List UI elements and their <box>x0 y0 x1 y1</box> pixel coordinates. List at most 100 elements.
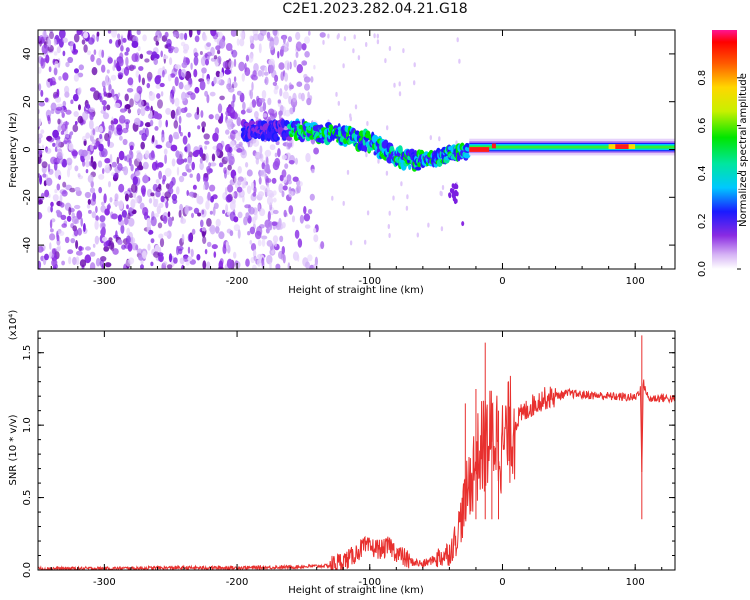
spectrogram-speckle <box>162 215 168 224</box>
spectrogram-speckle <box>287 62 290 71</box>
spectrogram-speckle <box>206 218 212 227</box>
spectrogram-speckle <box>148 91 156 101</box>
spectrogram-speckle <box>225 110 232 117</box>
spectrogram-speckle <box>357 55 361 61</box>
spectrogram-speckle <box>208 162 212 168</box>
spectrogram-speckle <box>201 72 205 80</box>
spectrogram-speckle <box>124 104 131 110</box>
spectrogram-speckle <box>140 141 145 150</box>
spectrogram-speckle <box>287 262 291 269</box>
spectrogram-speckle <box>196 254 201 261</box>
spectrogram-speckle <box>218 38 226 49</box>
spectrogram-speckle <box>150 192 155 197</box>
spectrogram-speckle <box>171 85 176 95</box>
spectrogram-speckle <box>295 41 303 52</box>
spectrogram-speckle <box>142 250 147 259</box>
spectrogram-speckle <box>236 148 243 153</box>
spectrogram-speckle <box>49 31 54 40</box>
spectrogram-speckle <box>224 156 232 162</box>
spectrogram-speckle <box>119 135 123 141</box>
spectrogram-speckle <box>308 30 311 36</box>
spectrogram-speckle <box>264 66 268 73</box>
spectrogram-speckle <box>265 227 270 234</box>
spectrogram-speckle <box>103 86 106 93</box>
spectrogram-speckle <box>87 199 91 205</box>
spectrogram-speckle <box>176 157 184 165</box>
spectrogram-speckle <box>202 236 207 245</box>
spectrogram-speckle <box>206 261 211 269</box>
spectrogram-speckle <box>204 90 209 97</box>
spectrogram-speckle <box>121 210 127 218</box>
spectrogram-speckle <box>406 194 409 200</box>
spectrogram-speckle <box>114 102 121 109</box>
spectrogram-speckle <box>70 131 74 136</box>
spectrogram-speckle <box>257 239 262 247</box>
spectrogram-speckle <box>162 66 165 71</box>
spectrogram-speckle <box>196 193 200 204</box>
colorbar-gradient <box>712 30 737 269</box>
spectrogram-speckle <box>249 35 253 41</box>
spectrogram-speckle <box>45 177 53 186</box>
spectrogram-speckle <box>210 196 215 203</box>
spectrogram-speckle <box>45 54 50 64</box>
spectrogram-speckle <box>162 261 168 266</box>
spectrogram-speckle <box>209 91 216 97</box>
spectrogram-speckle <box>220 112 224 123</box>
spectrogram-speckle <box>199 162 204 171</box>
spectrogram-speckle <box>242 101 246 111</box>
spectrogram-speckle <box>131 183 138 193</box>
spectrogram-speckle <box>178 175 185 183</box>
spectrogram-speckle <box>142 175 149 184</box>
spectrogram-speckle <box>166 38 172 47</box>
spectrogram-speckle <box>246 169 253 177</box>
spectrogram-speckle <box>251 81 254 91</box>
spectrogram-speckle <box>245 54 249 62</box>
spectrogram-speckle <box>229 230 234 237</box>
spectrogram-speckle <box>141 188 146 197</box>
spectrogram-speckle <box>232 93 236 103</box>
spectrogram-speckle <box>429 135 432 141</box>
spectrogram-speckle <box>84 254 92 264</box>
spectrogram-speckle <box>219 71 224 78</box>
spectrogram-speckle <box>173 134 180 140</box>
spectrogram-speckle <box>178 115 182 124</box>
spectrogram-speckle <box>282 91 289 100</box>
spectrogram-speckle <box>225 129 230 135</box>
spectrogram-speckle <box>236 38 240 46</box>
spectrogram-speckle <box>157 99 163 109</box>
spectrogram-speckle <box>183 255 190 262</box>
colorbar-tick-label: 0.2 <box>697 213 708 229</box>
spectrogram-speckle <box>301 43 307 51</box>
spectrogram-speckle <box>77 173 81 178</box>
spectrogram-speckle <box>438 136 441 142</box>
spectrogram-speckle <box>284 109 291 117</box>
spectrogram-speckle <box>107 30 112 34</box>
spectrogram-speckle <box>234 175 238 185</box>
spectrogram-speckle <box>236 186 243 193</box>
spectrogram-speckle <box>174 97 180 107</box>
spectrogram-speckle <box>254 151 261 160</box>
spectrogram-speckle <box>96 57 102 66</box>
spectrogram-speckle <box>129 98 134 108</box>
spectrogram-speckle <box>44 97 49 103</box>
x-tick-label: -200 <box>226 276 249 287</box>
spectrogram-ridge-cell <box>389 145 395 153</box>
spectrogram-speckle <box>55 106 63 111</box>
spectrogram-speckle <box>164 154 168 164</box>
spectrogram-hot-cell <box>491 143 496 149</box>
spectrogram-speckle <box>52 129 59 139</box>
spectrogram-speckle <box>118 57 124 67</box>
spectrogram-speckle <box>163 148 168 155</box>
spectrogram-speckle <box>159 237 165 248</box>
spectrogram-speckle <box>89 87 96 92</box>
spectrogram-speckle <box>392 195 395 201</box>
spectrogram-speckle <box>38 133 43 139</box>
spectrogram-speckle <box>146 102 150 110</box>
spectrogram-speckle <box>44 253 49 261</box>
spectrogram-speckle <box>108 181 111 188</box>
spectrogram-speckle <box>56 103 63 108</box>
spectrogram-speckle <box>267 211 271 221</box>
spectrogram-speckle <box>319 32 326 38</box>
spectrogram-speckle <box>201 67 207 74</box>
spectrogram-speckle <box>231 111 238 120</box>
